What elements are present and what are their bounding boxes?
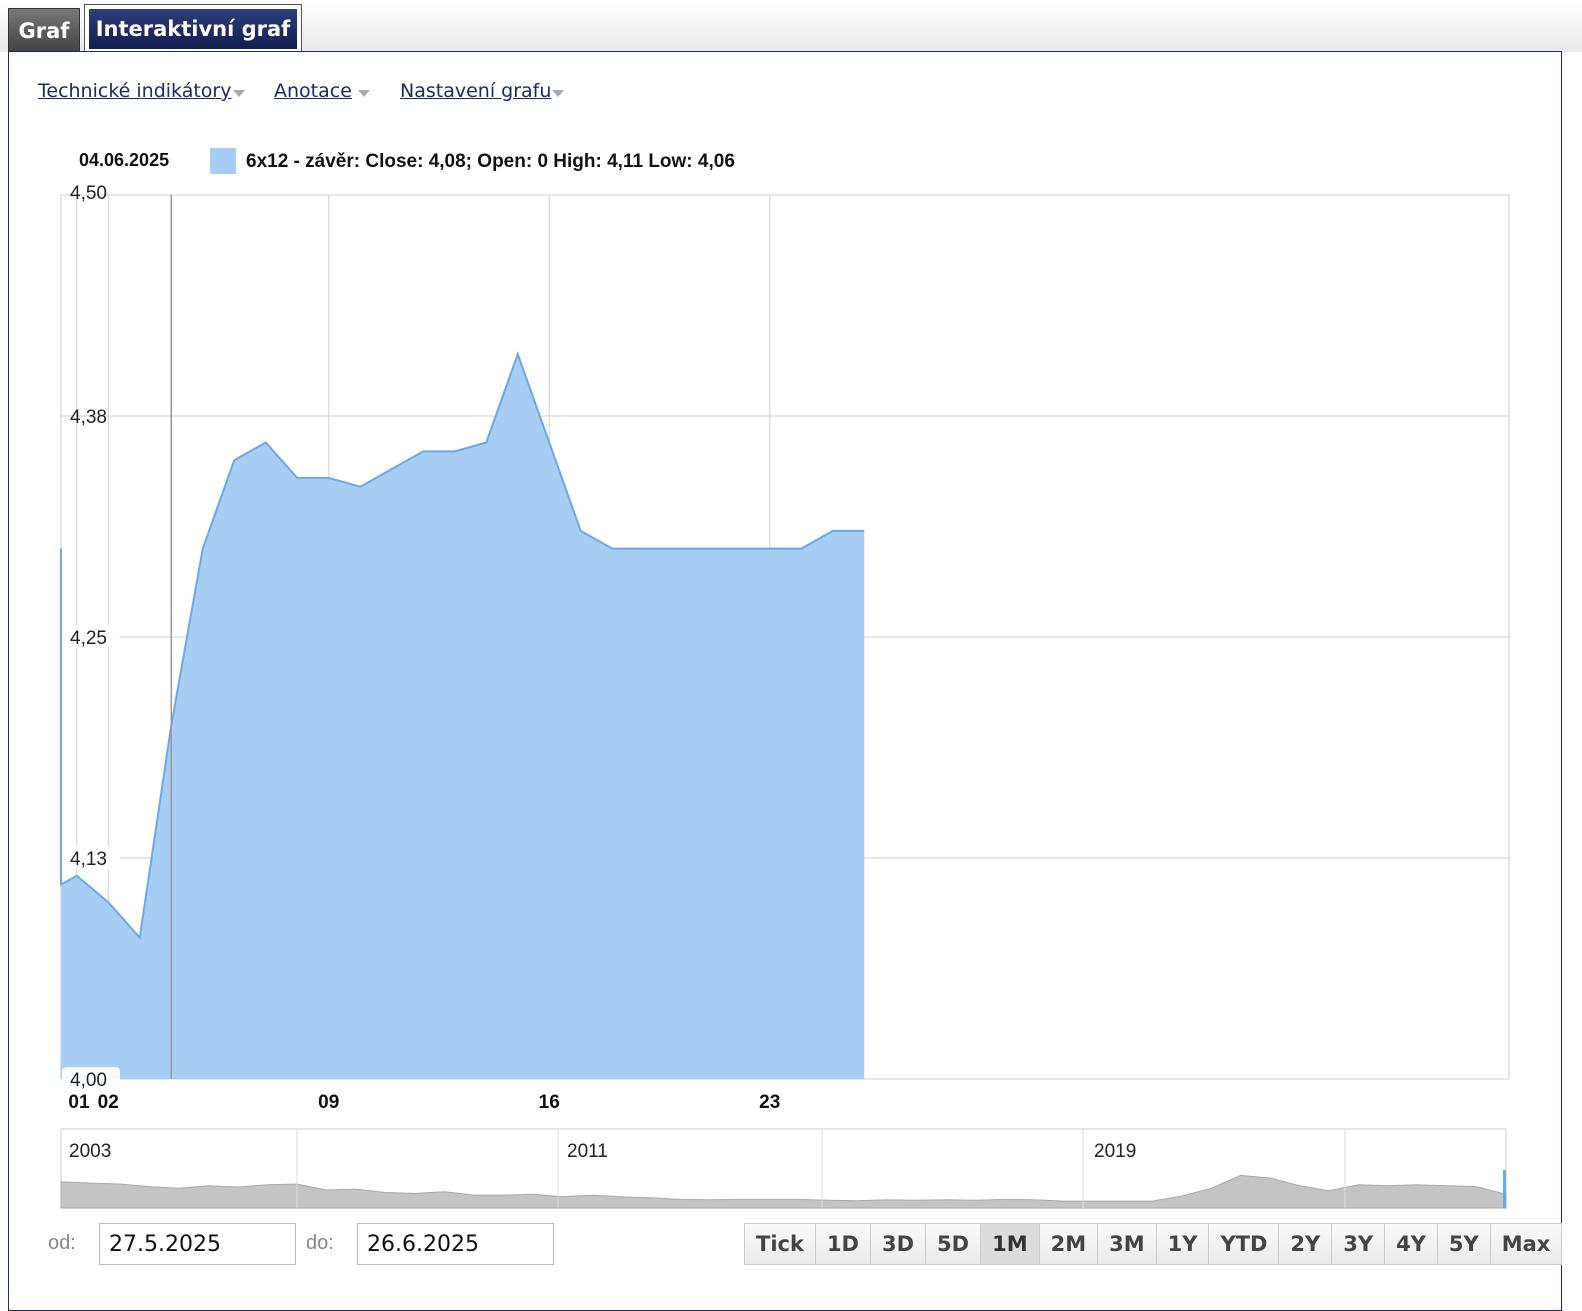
navigator-range-handle[interactable] (1503, 1170, 1506, 1208)
range-button-3m[interactable]: 3M (1098, 1224, 1157, 1264)
navigator-year-label: 2019 (1094, 1141, 1136, 1162)
range-button-1d[interactable]: 1D (816, 1224, 871, 1264)
to-date-input[interactable] (357, 1223, 554, 1265)
range-button-max[interactable]: Max (1491, 1224, 1562, 1264)
range-button-5y[interactable]: 5Y (1438, 1224, 1491, 1264)
navigator-year-label: 2003 (69, 1141, 111, 1162)
y-tick-label: 4,13 (70, 849, 107, 870)
range-button-1m[interactable]: 1M (981, 1224, 1040, 1264)
range-button-5d[interactable]: 5D (926, 1224, 981, 1264)
y-tick-label: 4,25 (70, 628, 107, 649)
y-tick-label: 4,38 (70, 407, 107, 428)
x-tick-label: 01 (68, 1092, 90, 1113)
x-tick-label: 09 (318, 1092, 339, 1113)
range-button-4y[interactable]: 4Y (1385, 1224, 1438, 1264)
range-button-3y[interactable]: 3Y (1332, 1224, 1385, 1264)
x-tick-label: 23 (759, 1092, 780, 1113)
navigator-year-label: 2011 (567, 1141, 608, 1162)
range-button-ytd[interactable]: YTD (1209, 1224, 1279, 1264)
y-tick-label: 4,00 (70, 1070, 107, 1091)
x-tick-label: 02 (98, 1092, 119, 1113)
range-button-2y[interactable]: 2Y (1279, 1224, 1332, 1264)
range-button-tick[interactable]: Tick (745, 1224, 816, 1264)
range-button-1y[interactable]: 1Y (1157, 1224, 1210, 1264)
y-tick-label: 4,50 (70, 183, 107, 204)
range-button-2m[interactable]: 2M (1040, 1224, 1099, 1264)
from-label: od: (48, 1232, 76, 1255)
to-label: do: (306, 1232, 334, 1255)
x-tick-label: 16 (539, 1092, 560, 1113)
range-button-3d[interactable]: 3D (871, 1224, 926, 1264)
from-date-input[interactable] (99, 1223, 296, 1265)
